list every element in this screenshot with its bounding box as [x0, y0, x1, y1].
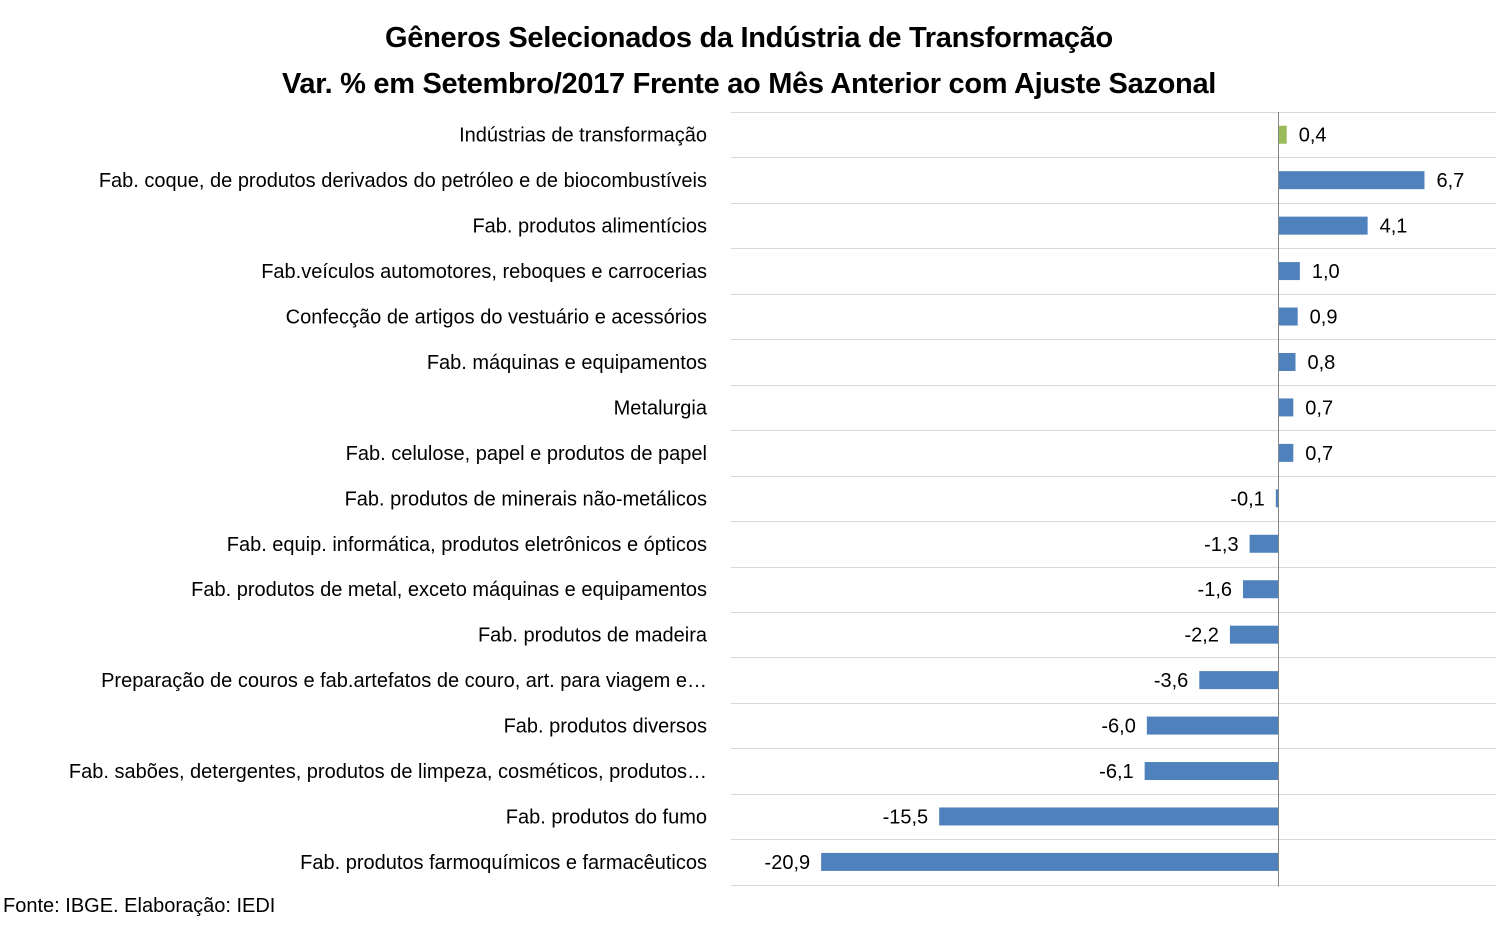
category-label: Fab. coque, de produtos derivados do pet… — [99, 170, 707, 192]
bar — [1144, 762, 1278, 781]
category-label: Fab. sabões, detergentes, produtos de li… — [69, 761, 707, 783]
data-label: -0,1 — [1230, 488, 1264, 510]
data-label: 0,7 — [1305, 443, 1333, 465]
bar — [1278, 216, 1368, 235]
category-label: Fab. celulose, papel e produtos de papel — [346, 443, 707, 465]
category-label: Fab. produtos farmoquímicos e farmacêuti… — [300, 852, 707, 874]
data-label: -2,2 — [1184, 625, 1218, 647]
chart-title: Gêneros Selecionados da Indústria de Tra… — [385, 22, 1113, 54]
bar — [1278, 262, 1300, 281]
data-label: 6,7 — [1436, 170, 1464, 192]
data-label: -3,6 — [1154, 670, 1188, 692]
data-label: -6,1 — [1099, 761, 1133, 783]
data-label: -1,6 — [1198, 579, 1232, 601]
category-label: Fab. produtos de metal, exceto máquinas … — [191, 579, 707, 601]
data-label: 0,7 — [1305, 397, 1333, 419]
category-label: Fab. produtos diversos — [504, 716, 707, 738]
data-label: -1,3 — [1204, 534, 1238, 556]
bar — [1278, 398, 1294, 417]
data-label: -15,5 — [883, 806, 929, 828]
bar — [821, 852, 1278, 871]
data-label: -20,9 — [765, 852, 811, 874]
data-label: 0,8 — [1307, 352, 1335, 374]
chart-subtitle: Var. % em Setembro/2017 Frente ao Mês An… — [281, 68, 1217, 100]
data-label: 1,0 — [1312, 261, 1340, 283]
category-label: Fab. produtos do fumo — [506, 806, 707, 828]
bar — [1199, 671, 1278, 690]
category-label: Preparação de couros e fab.artefatos de … — [101, 670, 707, 692]
bar — [939, 807, 1278, 826]
bar — [1229, 625, 1278, 644]
bar — [1146, 716, 1278, 735]
data-label: -6,0 — [1101, 716, 1135, 738]
data-label: 4,1 — [1380, 216, 1408, 238]
bar — [1249, 534, 1278, 553]
data-label: 0,4 — [1299, 125, 1327, 147]
bar — [1275, 489, 1278, 508]
category-label: Fab. produtos de madeira — [478, 625, 708, 647]
category-label: Fab. equip. informática, produtos eletrô… — [227, 534, 707, 556]
bar — [1278, 307, 1298, 326]
bar — [1243, 580, 1278, 599]
category-label: Metalurgia — [614, 397, 708, 419]
bar — [1278, 125, 1287, 144]
source-note: Fonte: IBGE. Elaboração: IEDI — [3, 895, 276, 917]
bar — [1278, 352, 1296, 371]
category-label: Fab.veículos automotores, reboques e car… — [261, 261, 707, 283]
category-label: Indústrias de transformação — [459, 125, 707, 147]
category-label: Fab. produtos alimentícios — [472, 216, 707, 238]
category-label: Fab. produtos de minerais não-metálicos — [345, 488, 707, 510]
category-label: Confecção de artigos do vestuário e aces… — [286, 307, 707, 329]
category-label: Fab. máquinas e equipamentos — [427, 352, 707, 374]
data-label: 0,9 — [1310, 307, 1338, 329]
bar — [1278, 171, 1425, 190]
bar — [1278, 443, 1294, 462]
